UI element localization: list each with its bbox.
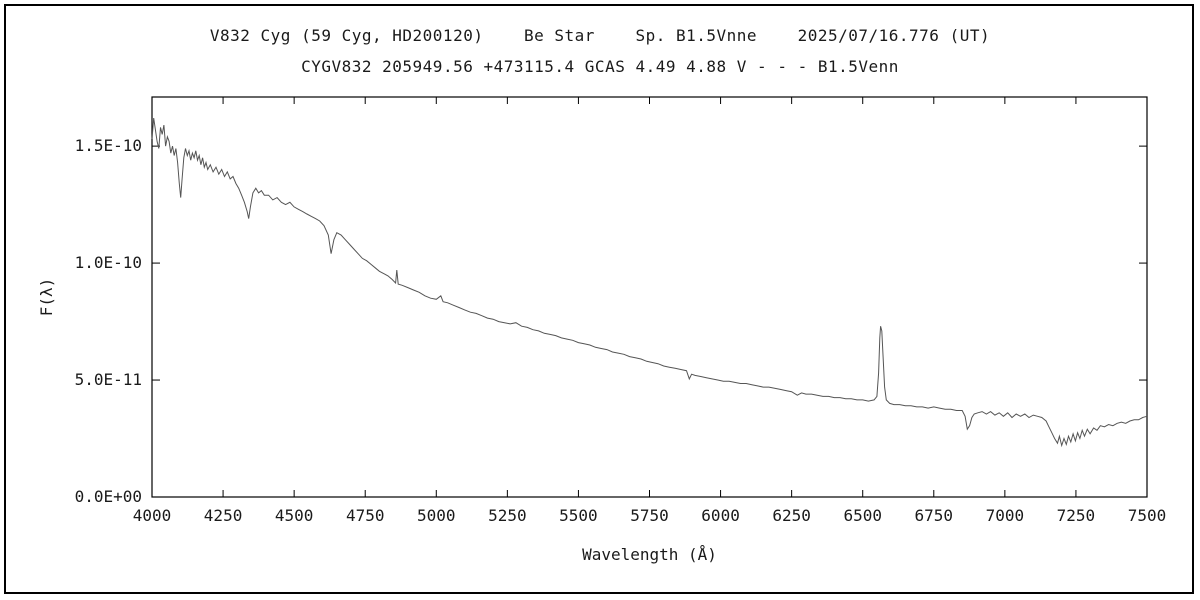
x-tick-label: 5250 bbox=[488, 506, 527, 525]
x-tick-label: 7500 bbox=[1128, 506, 1167, 525]
chart-frame bbox=[4, 4, 1194, 594]
y-tick-label: 0.0E+00 bbox=[75, 487, 142, 506]
y-tick-label: 1.0E-10 bbox=[75, 253, 142, 272]
y-axis-label: F(λ) bbox=[37, 278, 56, 317]
x-tick-label: 6500 bbox=[843, 506, 882, 525]
x-tick-label: 4750 bbox=[346, 506, 385, 525]
x-tick-label: 6000 bbox=[701, 506, 740, 525]
plot-border bbox=[151, 96, 1148, 498]
x-tick-label: 4250 bbox=[204, 506, 243, 525]
x-tick-label: 4000 bbox=[133, 506, 172, 525]
x-tick-label: 5500 bbox=[559, 506, 598, 525]
x-tick-label: 6250 bbox=[772, 506, 811, 525]
x-tick-label: 7000 bbox=[986, 506, 1025, 525]
x-tick-label: 5000 bbox=[417, 506, 456, 525]
chart-subtitle: CYGV832 205949.56 +473115.4 GCAS 4.49 4.… bbox=[301, 57, 899, 76]
x-tick-label: 6750 bbox=[915, 506, 954, 525]
x-tick-label: 4500 bbox=[275, 506, 314, 525]
y-tick-label: 1.5E-10 bbox=[75, 136, 142, 155]
x-axis-label: Wavelength (Å) bbox=[582, 545, 717, 564]
y-tick-label: 5.0E-11 bbox=[75, 370, 142, 389]
x-tick-label: 7250 bbox=[1057, 506, 1096, 525]
x-tick-label: 5750 bbox=[630, 506, 669, 525]
spectrum-line bbox=[151, 118, 1148, 448]
chart-title: V832 Cyg (59 Cyg, HD200120) Be Star Sp. … bbox=[209, 26, 991, 45]
